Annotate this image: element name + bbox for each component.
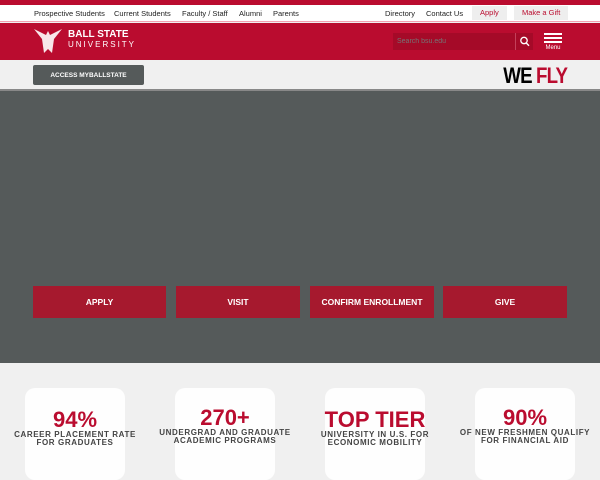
stat-label: UNDERGRAD AND GRADUATE ACADEMIC PROGRAMS <box>159 428 291 445</box>
nav-parents[interactable]: Parents <box>273 9 299 18</box>
search-input[interactable] <box>393 33 515 50</box>
stat-label: UNIVERSITY IN U.S. FOR ECONOMIC MOBILITY <box>320 430 430 447</box>
we-fly-tagline: WE FLY <box>503 63 568 89</box>
apply-button[interactable]: APPLY <box>33 286 166 318</box>
stat-value: 94% <box>52 407 98 432</box>
top-accent-bar <box>0 0 600 5</box>
nav-contact-us[interactable]: Contact Us <box>426 9 464 18</box>
nav-alumni[interactable]: Alumni <box>239 9 262 18</box>
tagline-fly: FLY <box>535 63 568 88</box>
cardinal-logo-icon[interactable] <box>32 27 64 55</box>
graduation-cap-icon <box>25 388 125 480</box>
menu-button[interactable]: Menu <box>543 33 563 51</box>
sub-bar: ACCESS MYBALLSTATE WE FLY <box>0 60 600 91</box>
confirm-enrollment-button[interactable]: CONFIRM ENROLLMENT <box>310 286 434 318</box>
stat-career-placement: 94% CAREER PLACEMENT RATE FOR GRADUATES <box>5 363 145 480</box>
tagline-we: WE <box>503 63 532 88</box>
stats-section: 94% CAREER PLACEMENT RATE FOR GRADUATES 2… <box>0 363 600 480</box>
brand-line-2: UNIVERSITY <box>68 40 137 49</box>
building-icon <box>175 388 275 480</box>
apply-link[interactable]: Apply <box>472 6 507 20</box>
stat-value: 90% <box>502 405 548 430</box>
nav-current-students[interactable]: Current Students <box>114 9 171 18</box>
nav-directory[interactable]: Directory <box>385 9 416 18</box>
search-icon <box>520 36 530 47</box>
give-button[interactable]: GIVE <box>443 286 567 318</box>
stat-value: TOP TIER <box>324 407 426 432</box>
menu-label: Menu <box>545 45 561 51</box>
nav-prospective-students[interactable]: Prospective Students <box>34 9 105 18</box>
brand-line-1: BALL STATE <box>68 29 129 40</box>
visit-button[interactable]: VISIT <box>176 286 300 318</box>
hero-section: APPLY VISIT CONFIRM ENROLLMENT GIVE <box>0 91 600 363</box>
nav-faculty-staff[interactable]: Faculty / Staff <box>182 9 228 18</box>
stat-programs: 270+ UNDERGRAD AND GRADUATE ACADEMIC PROG… <box>155 363 295 480</box>
chart-icon <box>325 388 425 480</box>
brand-name[interactable]: BALL STATE UNIVERSITY <box>68 30 136 50</box>
stat-label: CAREER PLACEMENT RATE FOR GRADUATES <box>14 430 136 447</box>
stat-economic-mobility: TOP TIER UNIVERSITY IN U.S. FOR ECONOMIC … <box>305 363 445 480</box>
access-myballstate-button[interactable]: ACCESS MYBALLSTATE <box>33 65 144 85</box>
stat-label: OF NEW FRESHMEN QUALIFY FOR FINANCIAL AI… <box>459 428 591 445</box>
stat-financial-aid: 90% OF NEW FRESHMEN QUALIFY FOR FINANCIAL… <box>455 363 595 480</box>
search-button[interactable] <box>515 33 533 50</box>
stat-value: 270+ <box>200 405 250 430</box>
money-hand-icon <box>475 388 575 480</box>
make-a-gift-link[interactable]: Make a Gift <box>514 6 569 20</box>
utility-nav: Prospective Students Current Students Fa… <box>0 5 600 22</box>
